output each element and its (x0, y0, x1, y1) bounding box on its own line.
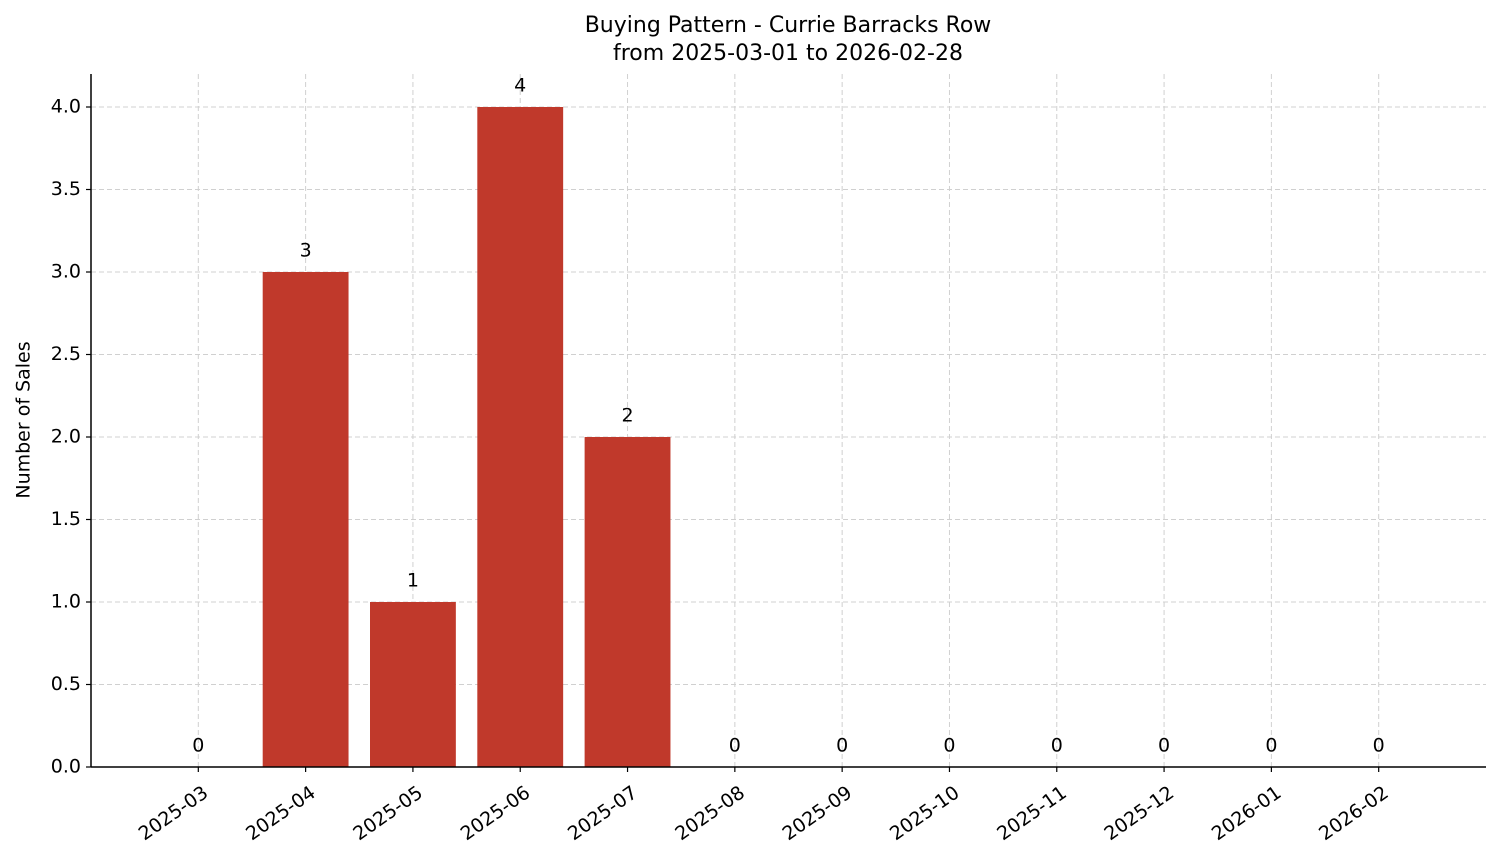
bar (584, 437, 671, 767)
x-tick-label: 2026-01 (1208, 782, 1286, 846)
value-label: 0 (943, 735, 955, 757)
x-tick-label: 2025-12 (1100, 782, 1178, 846)
value-label: 1 (407, 570, 419, 592)
x-tick-label: 2025-05 (349, 782, 427, 846)
bar (262, 272, 349, 767)
x-tick-label: 2025-11 (993, 782, 1071, 846)
y-tick-label: 4.0 (51, 96, 81, 118)
x-tick-label: 2025-08 (671, 782, 749, 846)
bar (477, 107, 564, 767)
value-label: 4 (514, 75, 526, 97)
value-label: 0 (1373, 735, 1385, 757)
x-tick-label: 2025-04 (242, 782, 320, 846)
value-label: 2 (621, 405, 633, 427)
y-tick-label: 3.0 (51, 261, 81, 283)
y-tick-label: 0.0 (51, 756, 81, 778)
value-label: 0 (836, 735, 848, 757)
bar (370, 602, 456, 767)
value-label: 0 (192, 735, 204, 757)
x-tick-label: 2025-07 (564, 782, 642, 846)
y-axis-label: Number of Sales (13, 341, 35, 498)
chart-title: Buying Pattern - Currie Barracks Row (585, 13, 992, 38)
y-tick-label: 2.0 (51, 426, 81, 448)
y-tick-label: 2.5 (51, 343, 81, 365)
value-label: 0 (729, 735, 741, 757)
y-tick-label: 0.5 (51, 673, 81, 695)
y-tick-label: 3.5 (51, 178, 81, 200)
x-tick-label: 2025-06 (457, 782, 535, 846)
chart-subtitle: from 2025-03-01 to 2026-02-28 (613, 41, 963, 66)
x-tick-label: 2026-02 (1315, 782, 1393, 846)
y-tick-label: 1.5 (51, 508, 81, 530)
y-tick-label: 1.0 (51, 591, 81, 613)
x-tick-label: 2025-03 (135, 782, 213, 846)
x-tick-label: 2025-10 (886, 782, 964, 846)
value-label: 0 (1158, 735, 1170, 757)
value-label: 0 (1265, 735, 1277, 757)
value-label: 0 (1051, 735, 1063, 757)
x-tick-label: 2025-09 (779, 782, 857, 846)
value-label: 3 (300, 240, 312, 262)
